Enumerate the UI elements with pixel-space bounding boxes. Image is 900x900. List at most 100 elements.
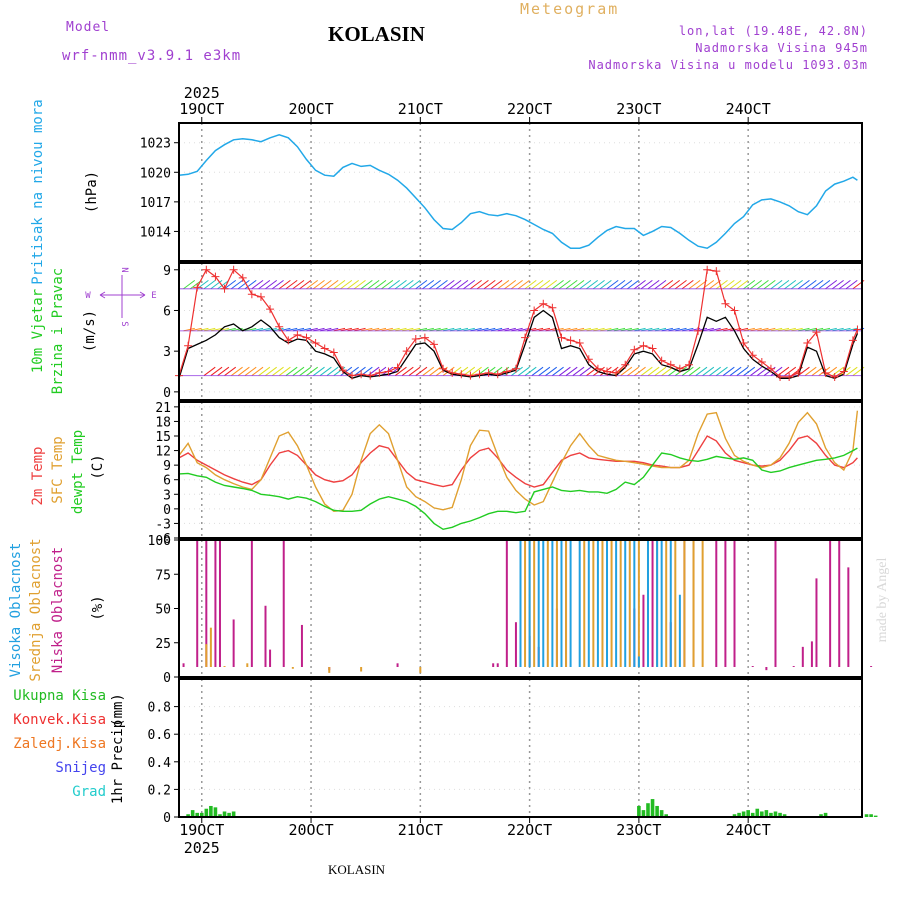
wind-barb-2-875 [599, 279, 612, 290]
wind-barb-2-725 [531, 279, 544, 290]
credit-watermark: made by Angel [875, 558, 890, 643]
precip-bar [773, 811, 778, 817]
precip-legend-4: Grad [72, 784, 106, 800]
wind-barb-2-770 [552, 279, 564, 290]
gust-marker [603, 367, 612, 376]
day-label-bottom-1: 20OCT [288, 821, 333, 839]
gust-marker [184, 341, 193, 350]
wind-barb-2-1295 [791, 279, 803, 290]
ytick-label-precip-3: 0.6 [148, 728, 171, 743]
model-elevation-label: Nadmorska Visina u modelu 1093.03m [588, 58, 868, 72]
wind-barb-0-275 [326, 366, 339, 376]
wind-barb-0-1325 [804, 366, 817, 376]
precip-bar [222, 811, 227, 817]
frame-layer [174, 117, 863, 823]
precip-bar [755, 808, 760, 817]
gust-marker [502, 367, 511, 376]
wind-barb-0--25 [190, 367, 201, 375]
wind-barb-2-740 [538, 279, 551, 290]
gust-marker [766, 364, 775, 373]
gust-marker [621, 360, 630, 369]
wind-barb-2-695 [517, 279, 530, 290]
wind-barb-0-80 [237, 366, 250, 376]
gust-marker [302, 333, 311, 342]
wind-barb-2-530 [442, 279, 455, 290]
ytick-label-pressure-1: 1017 [140, 196, 171, 211]
wind-barb-0-425 [394, 366, 407, 376]
gust-marker [830, 372, 839, 381]
wind-barb-0-455 [408, 366, 421, 376]
wind-barb-0-725 [531, 366, 544, 376]
wind-title-1: 10m Vjetar [30, 289, 46, 373]
gust-marker [657, 356, 666, 365]
footer-station: KOLASIN [328, 862, 386, 877]
gust-marker [247, 290, 256, 299]
wind-barb-2-305 [340, 279, 353, 290]
gust-marker [839, 367, 848, 376]
gust-marker [293, 330, 302, 339]
model-label: Model [66, 20, 111, 35]
wind-barb-0-815 [572, 366, 585, 376]
wind-barb-2-350 [360, 279, 373, 290]
wind-barb-2-5 [203, 279, 216, 290]
wind-barb-0-695 [517, 366, 530, 376]
day-label-top-0: 19OCT [179, 100, 224, 118]
wind-barb-0-590 [470, 366, 482, 376]
wind-barb-2-1325 [804, 279, 817, 290]
year-label-bottom: 2025 [184, 839, 220, 857]
gust-marker [521, 333, 530, 342]
precip-bar [664, 814, 669, 817]
wind-barb-0-140 [265, 366, 278, 376]
wind-barb-0-920 [620, 366, 633, 376]
wind-barb-2-1235 [763, 279, 776, 290]
wind-barb-0-1310 [797, 366, 810, 376]
ytick-label-temperature-5: 9 [163, 459, 171, 474]
day-label-bottom-2: 21OCT [398, 821, 443, 839]
wind-barb-0-440 [401, 366, 414, 376]
gust-marker [557, 333, 566, 342]
wind-barb-0-740 [538, 366, 551, 376]
wind-barb-0-5 [203, 366, 216, 376]
cloud-title-3: Niska Oblacnost [50, 547, 66, 673]
gust-marker [848, 336, 857, 345]
fill-layer [179, 279, 865, 377]
wind-barb-2-605 [476, 279, 489, 290]
precip-bar [641, 810, 646, 817]
gust-marker [584, 355, 593, 364]
wind-barb-2-1400 [838, 279, 851, 290]
precip-bar [732, 814, 737, 817]
wind-barb-2-1265 [777, 279, 790, 290]
ytick-label-pressure-2: 1020 [140, 166, 171, 181]
wind-barb-0-1190 [743, 366, 756, 376]
gust-marker [448, 368, 457, 377]
day-label-top-1: 20OCT [288, 100, 333, 118]
gust-marker [739, 339, 748, 348]
precip-legend-3: Snijeg [55, 760, 106, 776]
wind-barb-0-470 [415, 366, 428, 376]
gust-marker [776, 372, 785, 381]
text-layer: 10141017102010230369-6-30369121518210255… [8, 84, 890, 857]
ytick-label-pressure-3: 1023 [140, 137, 171, 152]
wind-unit: (m/s) [82, 310, 98, 352]
wind-barb-2-1175 [736, 279, 749, 290]
wind-barb-0-1130 [715, 366, 728, 376]
wind-barb-2-440 [401, 279, 414, 290]
ytick-label-wind-1: 3 [163, 345, 171, 360]
gust-marker [348, 371, 357, 380]
gust-marker [375, 368, 384, 377]
data-layer [175, 134, 878, 817]
precip-bar [213, 807, 218, 817]
wind-barb-2-905 [613, 279, 626, 290]
wind-barb-0-980 [647, 366, 660, 376]
gust-marker [193, 283, 202, 292]
precip-bar [764, 810, 769, 817]
wind-barb-2-710 [524, 279, 537, 290]
wind-barb-0-50 [224, 366, 237, 376]
ytick-label-temperature-3: 3 [163, 488, 171, 503]
wind-barb-2-620 [483, 279, 496, 290]
gust-marker [202, 265, 211, 274]
wind-barb-0-830 [579, 366, 592, 376]
day-label-bottom-0: 19OCT [179, 821, 224, 839]
wind-barb-0-1280 [784, 366, 797, 376]
gust-marker [402, 347, 411, 356]
